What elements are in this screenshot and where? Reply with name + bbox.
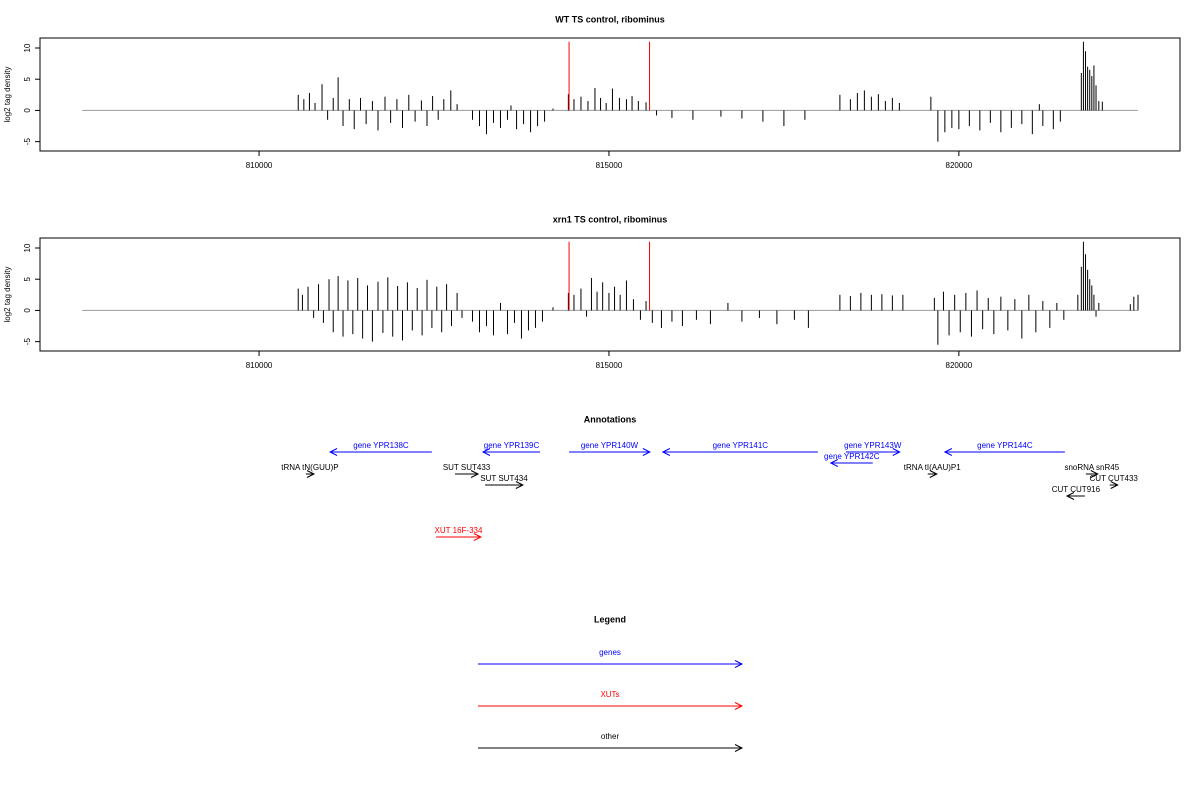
feature-label: gene YPR141C [713, 441, 769, 450]
feature-arrow-head [1065, 492, 1075, 500]
feature-arrow-head [473, 533, 483, 541]
x-tick-label: 820000 [946, 361, 973, 370]
feature-label: CUT CUT433 [1090, 474, 1139, 483]
feature-arrow-head [892, 448, 901, 456]
feature-arrow-head [661, 448, 671, 456]
chart-title: WT TS control, ribominus [555, 14, 665, 24]
y-tick-label: 10 [23, 43, 32, 52]
legend-arrow-head [734, 744, 744, 752]
x-tick-label: 810000 [246, 161, 273, 170]
feature-label: tRNA tN(GUU)P [281, 463, 338, 472]
feature-label: gene YPR144C [977, 441, 1033, 450]
feature-arrow-head [1110, 481, 1119, 489]
feature-arrow-head [642, 448, 652, 456]
legend-label: XUTs [600, 690, 619, 699]
x-tick-label: 815000 [596, 361, 623, 370]
feature-arrow-head [328, 448, 338, 456]
y-tick-label: -5 [23, 138, 32, 146]
y-tick-label: 0 [23, 108, 32, 113]
y-tick-label: 5 [23, 76, 32, 81]
y-axis-label: log2 tag density [3, 66, 12, 122]
legend-label: other [601, 732, 620, 741]
y-tick-label: 5 [23, 276, 32, 281]
feature-label: gene YPR140W [581, 441, 639, 450]
feature-arrow-head [470, 470, 480, 478]
feature-label: gene YPR143W [844, 441, 902, 450]
feature-label: XUT 16F-334 [435, 526, 483, 535]
plot-frame [39, 37, 1181, 152]
legend-title: Legend [594, 614, 626, 624]
feature-arrow-head [1090, 470, 1099, 478]
plot-frame [39, 237, 1181, 352]
feature-arrow-head [306, 470, 316, 478]
x-tick-label: 810000 [246, 361, 273, 370]
y-tick-label: 10 [23, 243, 32, 252]
feature-label: SUT SUT433 [443, 463, 491, 472]
legend-label: genes [599, 648, 621, 657]
feature-arrow-head [943, 448, 953, 456]
feature-label: gene YPR138C [353, 441, 409, 450]
feature-label: gene YPR139C [484, 441, 540, 450]
feature-arrow-head [481, 448, 491, 456]
feature-label: gene YPR142C [824, 452, 880, 461]
legend-arrow-head [734, 702, 744, 710]
feature-label: CUT CUT916 [1052, 485, 1101, 494]
y-axis-label: log2 tag density [3, 266, 12, 322]
x-tick-label: 815000 [596, 161, 623, 170]
feature-arrow-head [515, 481, 524, 489]
feature-label: snoRNA snR45 [1064, 463, 1119, 472]
chart-title: xrn1 TS control, ribominus [553, 214, 668, 224]
feature-label: SUT SUT434 [480, 474, 528, 483]
annotations-title: Annotations [584, 414, 637, 424]
x-tick-label: 820000 [946, 161, 973, 170]
legend-arrow-head [734, 660, 744, 668]
feature-arrow-head [929, 470, 938, 478]
y-tick-label: 0 [23, 308, 32, 313]
feature-label: tRNA tI(AAU)P1 [904, 463, 961, 472]
y-tick-label: -5 [23, 338, 32, 346]
feature-arrow-head [829, 459, 839, 467]
